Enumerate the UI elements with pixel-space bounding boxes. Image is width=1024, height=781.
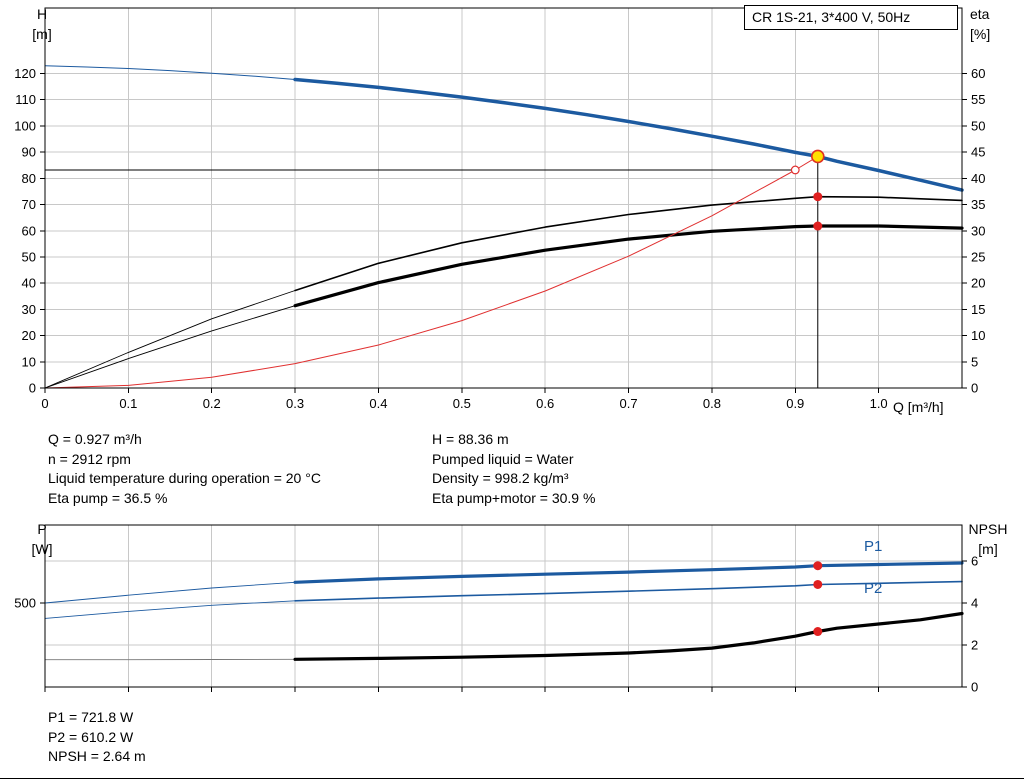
liquid-temperature-text: Liquid temperature during operation = 20… xyxy=(48,470,321,486)
tick-label: 55 xyxy=(971,92,985,107)
system-ref-point xyxy=(790,165,800,175)
tick-label: 0.8 xyxy=(703,396,721,411)
eta-pump-motor-curve xyxy=(293,224,964,308)
head-text: H = 88.36 m xyxy=(432,431,509,447)
qh-eta-curves: 0 0.1 0.2 0.3 0.4 0.5 0.6 0.7 0.8 0.9 1.0 0 10 20 30 40… xyxy=(14,7,985,411)
tick-label: 0.3 xyxy=(286,396,304,411)
tick-label: 90 xyxy=(22,145,36,160)
pump-model-title-box: CR 1S-21, 3*400 V, 50Hz xyxy=(744,5,958,30)
speed-text: n = 2912 rpm xyxy=(48,450,131,467)
tick-label: 120 xyxy=(14,66,36,81)
npsh-axis-unit: [m] xyxy=(978,541,998,557)
tick-label: 0.2 xyxy=(203,396,221,411)
tick-label: 35 xyxy=(971,197,985,212)
pumped-liquid-text: Pumped liquid = Water xyxy=(432,450,574,467)
eta-axis-symbol: eta xyxy=(970,6,990,22)
eta-pump-motor-point xyxy=(813,221,823,231)
p1-curve-label: P1 xyxy=(864,538,883,555)
npsh-point xyxy=(813,627,823,637)
power-info: P1 = 721.8 W P2 = 610.2 W NPSH = 2.64 m xyxy=(48,708,146,767)
tick-label: 15 xyxy=(971,302,985,317)
npsh-axis-title: NPSH [m] xyxy=(962,519,1014,559)
tick-label: 10 xyxy=(971,328,985,343)
tick-label: 0.7 xyxy=(620,396,638,411)
p-axis-symbol: P xyxy=(37,521,47,537)
eta-axis-title: eta [%] xyxy=(970,4,1014,44)
tick-label: 40 xyxy=(22,276,36,291)
tick-label: 0.4 xyxy=(369,396,387,411)
h-axis-symbol: H xyxy=(36,6,48,22)
tick-label: 0 xyxy=(971,680,978,695)
plot-frame xyxy=(44,7,963,389)
tick-label: 50 xyxy=(971,118,985,133)
tick-label: 40 xyxy=(971,171,985,186)
p1-curve-extension xyxy=(44,581,296,604)
duty-info-left: Q = 0.927 m³/h n = 2912 rpm Liquid tempe… xyxy=(48,430,321,508)
tick-label: 60 xyxy=(22,223,36,238)
tick-label: 20 xyxy=(22,328,36,343)
eta-pump-motor-text: Eta pump+motor = 30.9 % xyxy=(432,489,596,506)
p1-point xyxy=(813,561,823,571)
tick-label: 25 xyxy=(971,249,985,264)
p2-curve-extension xyxy=(44,600,296,619)
npsh-curve xyxy=(293,611,964,661)
npsh-text: NPSH = 2.64 m xyxy=(48,748,146,764)
tick-label: 0 xyxy=(41,396,48,411)
h-axis-unit: [m] xyxy=(32,26,52,42)
tick-label: 4 xyxy=(971,595,978,610)
p2-point xyxy=(813,579,823,589)
p2-curve-label: P2 xyxy=(864,580,883,597)
head-curve-extension xyxy=(44,65,296,80)
eta-pump-point xyxy=(813,192,823,202)
tick-label: 500 xyxy=(14,595,36,610)
eta-pump-curve xyxy=(294,195,963,292)
p1-curve xyxy=(293,561,964,584)
h-axis-title: H [m] xyxy=(26,4,58,44)
tick-label: 60 xyxy=(971,66,985,81)
tick-label: 1.0 xyxy=(870,396,888,411)
plot-frame xyxy=(44,524,963,688)
eta-pump-extension xyxy=(44,290,296,389)
flow-text: Q = 0.927 m³/h xyxy=(48,431,142,447)
p1-text: P1 = 721.8 W xyxy=(48,709,134,725)
npsh-axis-symbol: NPSH xyxy=(968,521,1008,537)
tick-label: 2 xyxy=(971,637,978,652)
tick-label: 5 xyxy=(971,354,978,369)
tick-label: 110 xyxy=(15,92,36,107)
head-curve xyxy=(293,77,964,192)
tick-label: 80 xyxy=(22,171,36,186)
tick-label: 0.9 xyxy=(786,396,804,411)
p-axis-unit: [W] xyxy=(31,541,53,557)
tick-label: 6 xyxy=(971,553,978,568)
bottom-divider xyxy=(0,778,1024,779)
tick-label: 20 xyxy=(971,276,985,291)
tick-label: 10 xyxy=(22,354,36,369)
system-curve xyxy=(44,155,819,389)
tick-label: 50 xyxy=(22,249,36,264)
p2-text: P2 = 610.2 W xyxy=(48,728,134,745)
eta-pump-text: Eta pump = 36.5 % xyxy=(48,489,168,506)
density-text: Density = 998.2 kg/m³ xyxy=(432,470,569,486)
tick-label: 70 xyxy=(22,197,36,212)
tick-label: 0 xyxy=(29,381,36,396)
q-axis-label: Q [m³/h] xyxy=(893,399,944,415)
eta-axis-unit: [%] xyxy=(970,26,991,42)
duty-info-right: H = 88.36 m Pumped liquid = Water Densit… xyxy=(432,430,595,508)
tick-label: 100 xyxy=(14,118,36,133)
power-npsh-curves: 500 0 2 4 6 xyxy=(14,524,978,695)
p2-curve xyxy=(294,580,963,602)
p-axis-title: P [W] xyxy=(26,519,58,559)
duty-point[interactable] xyxy=(810,149,825,164)
tick-label: 0.5 xyxy=(453,396,471,411)
eta-pump-motor-extension xyxy=(44,305,296,389)
tick-label: 30 xyxy=(22,302,36,317)
tick-label: 0.1 xyxy=(119,396,137,411)
tick-label: 45 xyxy=(971,145,985,160)
tick-label: 0 xyxy=(971,381,978,396)
tick-label: 30 xyxy=(971,223,985,238)
tick-label: 0.6 xyxy=(536,396,554,411)
